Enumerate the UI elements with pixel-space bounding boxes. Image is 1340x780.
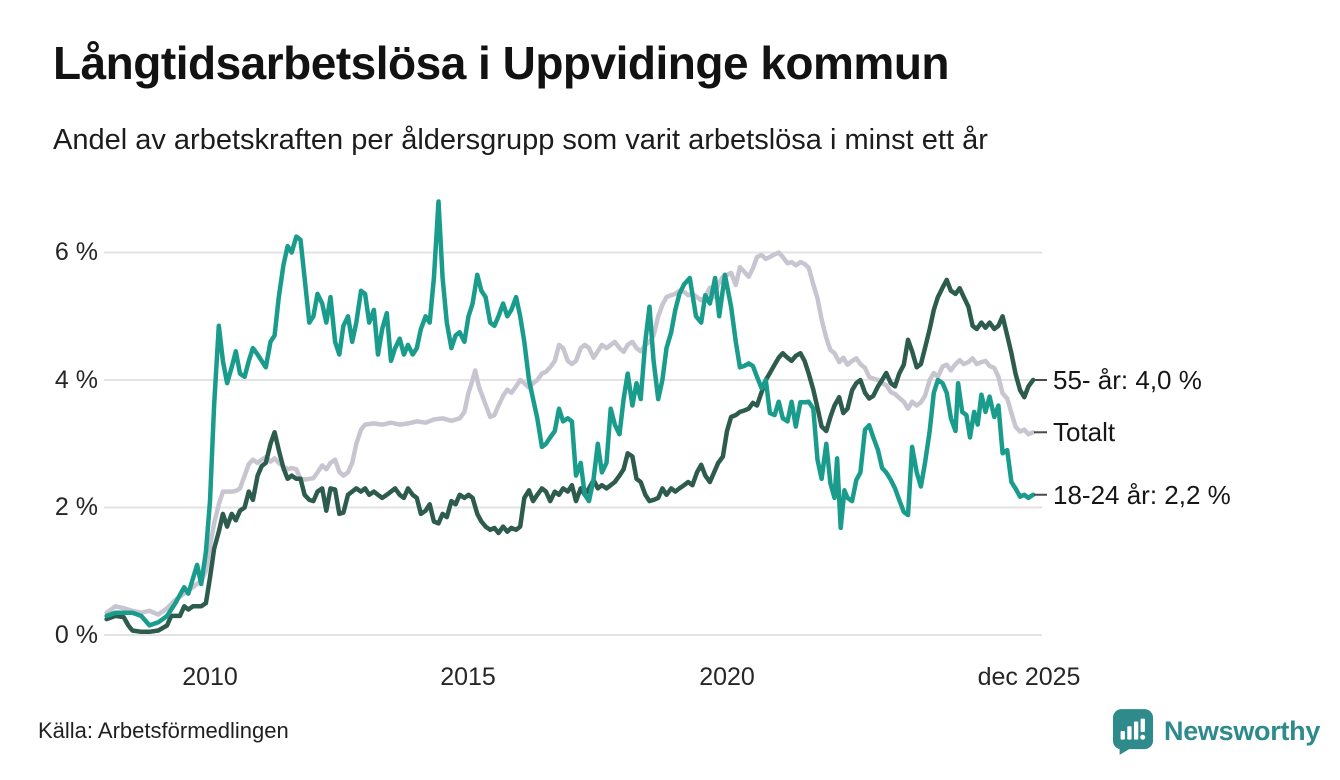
chart-subtitle: Andel av arbetskraften per åldersgrupp s… bbox=[53, 124, 988, 156]
series-end-label-totalt: Totalt bbox=[1053, 417, 1116, 448]
y-axis-tick: 6 % bbox=[54, 238, 98, 266]
newsworthy-wordmark: Newsworthy bbox=[1164, 716, 1321, 746]
x-axis-tick: dec 2025 bbox=[977, 663, 1081, 691]
source-note: Källa: Arbetsförmedlingen bbox=[38, 718, 289, 743]
y-axis-tick: 2 % bbox=[54, 493, 98, 521]
newsworthy-branding: Newsworthy bbox=[1112, 708, 1320, 755]
x-axis-tick: 2020 bbox=[699, 663, 755, 691]
series-end-label-55-ar: 55- år: 4,0 % bbox=[1053, 365, 1202, 395]
newsworthy-logo-icon bbox=[1112, 709, 1154, 755]
x-axis-tick: 2015 bbox=[440, 663, 496, 691]
x-axis-tick: 2010 bbox=[182, 663, 238, 691]
series-end-label-18-24-ar: 18-24 år: 2,2 % bbox=[1053, 479, 1231, 510]
y-axis-tick: 4 % bbox=[54, 366, 98, 394]
y-axis-tick: 0 % bbox=[54, 621, 98, 649]
page-title: Långtidsarbetslösa i Uppvidinge kommun bbox=[53, 37, 950, 89]
